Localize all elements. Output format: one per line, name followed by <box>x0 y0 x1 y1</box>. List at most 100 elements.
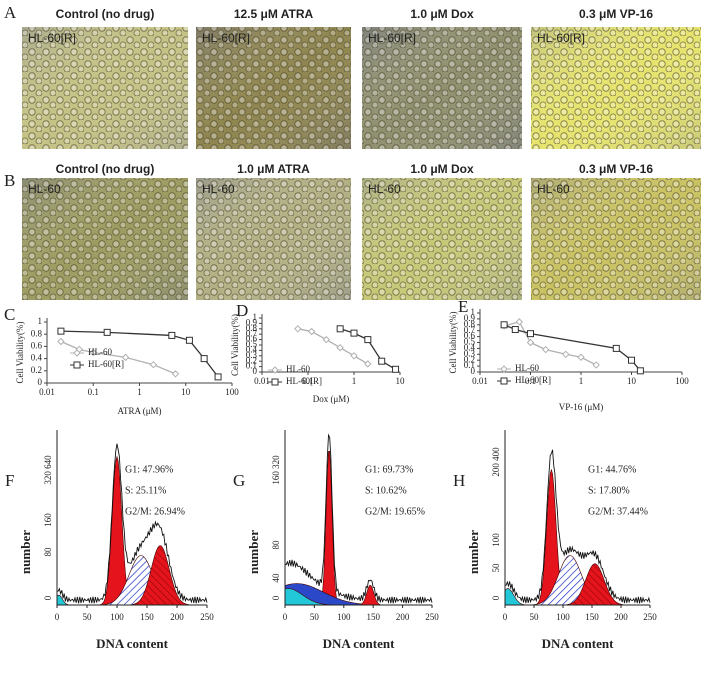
y-tick-label: 320 640 <box>43 455 53 485</box>
legend-marker <box>271 366 279 374</box>
image-title: 0.3 μM VP-16 <box>579 7 653 21</box>
y-axis-label: number <box>246 530 261 574</box>
series-line <box>60 340 176 375</box>
x-tick-label: 200 <box>614 612 628 622</box>
micrograph-cells <box>22 27 188 149</box>
x-tick-label: 10 <box>181 387 191 397</box>
x-tick-label: 0.1 <box>88 387 99 397</box>
data-point <box>364 336 372 344</box>
y-tick-label: 0.5 <box>246 339 258 349</box>
x-tick-label: 1 <box>137 387 142 397</box>
panel-label: H <box>453 471 465 490</box>
y-tick-label: 0 <box>271 595 281 600</box>
panel-label: G <box>233 471 245 490</box>
y-tick-label: 0.7 <box>464 325 476 335</box>
x-tick-label: 150 <box>366 612 380 622</box>
image-title: Control (no drug) <box>56 162 155 176</box>
y-tick-label: 0.6 <box>246 334 258 344</box>
phase-stat: G2/M: 37.44% <box>588 506 648 517</box>
y-tick-label: 0.4 <box>31 353 43 363</box>
y-tick-label: 0 <box>253 366 258 376</box>
x-tick-label: 150 <box>140 612 154 622</box>
x-tick-label: 150 <box>585 612 599 622</box>
x-axis-label: DNA content <box>96 636 169 651</box>
phase-stat: G2/M: 26.94% <box>125 506 185 517</box>
data-point <box>500 321 508 329</box>
y-tick-label: 0.1 <box>246 361 257 371</box>
y-tick-label: 0 <box>471 366 476 376</box>
data-point <box>171 370 180 378</box>
data-point <box>294 325 302 333</box>
data-point <box>612 344 620 352</box>
data-point <box>562 350 570 359</box>
x-tick-label: 100 <box>675 376 689 386</box>
x-tick-label: 50 <box>310 612 320 622</box>
phase-stat: S: 25.11% <box>125 485 166 496</box>
panel-label: B <box>4 171 15 190</box>
micrograph-cells <box>531 27 701 149</box>
legend-label: HL-60[R] <box>515 375 551 385</box>
y-tick-label: 0.1 <box>464 360 475 370</box>
data-point <box>628 356 635 364</box>
histogram-outline <box>504 449 651 604</box>
cell-line-label: HL-60 <box>202 182 235 196</box>
data-point <box>378 357 386 365</box>
x-axis-label: DNA content <box>542 636 615 651</box>
data-point <box>392 365 400 373</box>
image-title: 1.0 μM ATRA <box>237 162 310 176</box>
y-tick-label: 80 <box>271 540 281 550</box>
y-tick-label: 0.3 <box>246 350 258 360</box>
y-axis-label: Cell Viability(%) <box>15 321 25 383</box>
y-tick-label: 50 <box>491 563 501 573</box>
data-point <box>577 353 585 361</box>
cell-line-label: HL-60 <box>537 182 570 196</box>
cell-line-label: HL-60 <box>28 182 61 196</box>
y-tick-label: 0.8 <box>464 319 476 329</box>
x-axis-label: DNA content <box>323 636 396 651</box>
data-point <box>307 327 316 336</box>
y-tick-label: 0.6 <box>31 340 43 350</box>
panel-label: C <box>4 305 15 324</box>
cell-line-label: HL-60 <box>368 182 401 196</box>
data-point <box>149 360 158 369</box>
data-point <box>121 353 130 362</box>
y-tick-label: 1 <box>38 316 43 326</box>
x-axis-label: VP-16 (μM) <box>559 402 604 412</box>
y-axis-label: number <box>18 530 33 574</box>
y-tick-label: 160 <box>43 513 53 527</box>
y-tick-label: 0.8 <box>246 323 258 333</box>
phase-stat: G1: 47.96% <box>125 464 173 475</box>
phase-stat: S: 10.62% <box>365 485 407 496</box>
y-tick-label: 0.7 <box>246 328 258 338</box>
image-title: Control (no drug) <box>56 7 155 21</box>
y-tick-label: 80 <box>43 547 53 557</box>
data-point <box>57 327 65 335</box>
micrograph-cells <box>362 27 522 149</box>
data-point <box>168 331 176 339</box>
cell-line-label: HL-60[R] <box>202 31 250 45</box>
data-point <box>350 329 358 337</box>
y-tick-label: 0.5 <box>464 337 476 347</box>
data-point <box>527 330 534 338</box>
legend-label: HL-60 <box>286 364 310 374</box>
y-tick-label: 1 <box>471 307 476 317</box>
histogram-outline <box>56 443 208 604</box>
x-tick-label: 0.01 <box>254 376 270 386</box>
legend-marker <box>73 349 81 357</box>
legend-marker <box>271 378 279 386</box>
y-tick-label: 40 <box>271 573 281 583</box>
data-point <box>515 318 524 326</box>
x-tick-label: 0.1 <box>525 376 536 386</box>
x-tick-label: 1 <box>579 376 584 386</box>
x-tick-label: 1 <box>352 376 357 386</box>
data-point <box>57 337 65 346</box>
phase-stat: G1: 69.73% <box>365 464 413 475</box>
data-point <box>214 373 222 381</box>
x-tick-label: 0.01 <box>39 387 55 397</box>
panel-label: D <box>236 301 248 320</box>
image-title: 1.0 μM Dox <box>410 7 474 21</box>
legend-label: HL-60 <box>515 363 539 373</box>
y-tick-label: 0.6 <box>464 331 476 341</box>
data-point <box>336 325 344 333</box>
